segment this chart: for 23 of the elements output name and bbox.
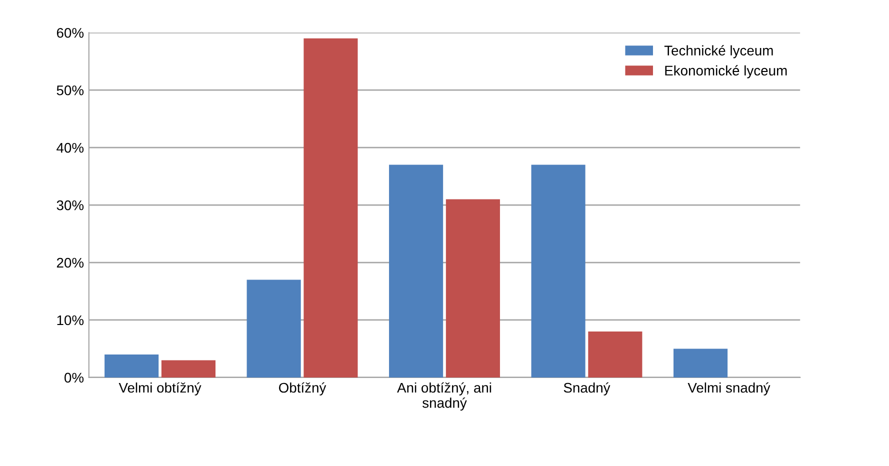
bar: [531, 164, 586, 378]
bar: [674, 348, 728, 378]
y-tick-label: 60%: [56, 28, 84, 38]
y-tick-label: 50%: [56, 85, 84, 96]
bar: [246, 280, 301, 378]
legend-label: Ekonomické lyceum: [665, 65, 787, 78]
y-tick-label: 10%: [57, 315, 84, 326]
y-tick-label: 40%: [56, 142, 84, 153]
bar: [304, 38, 358, 378]
x-tick-label: Velmi snadný: [688, 382, 770, 396]
x-tick-label: Velmi obtížný: [118, 382, 202, 396]
x-tick-label: Obtížný: [278, 382, 326, 396]
y-tick-label: 30%: [56, 200, 84, 210]
bar: [389, 164, 444, 378]
y-tick-label: 0%: [64, 372, 84, 383]
legend-label: Technické lyceum: [664, 45, 773, 58]
x-tick-label: Ani obtížný, ani snadný: [397, 382, 492, 411]
x-tick-label: Snadný: [564, 382, 610, 396]
bar: [446, 199, 500, 378]
bar: [161, 360, 216, 378]
bar: [588, 331, 642, 378]
y-tick-label: 20%: [56, 258, 84, 268]
bar: [104, 354, 159, 378]
